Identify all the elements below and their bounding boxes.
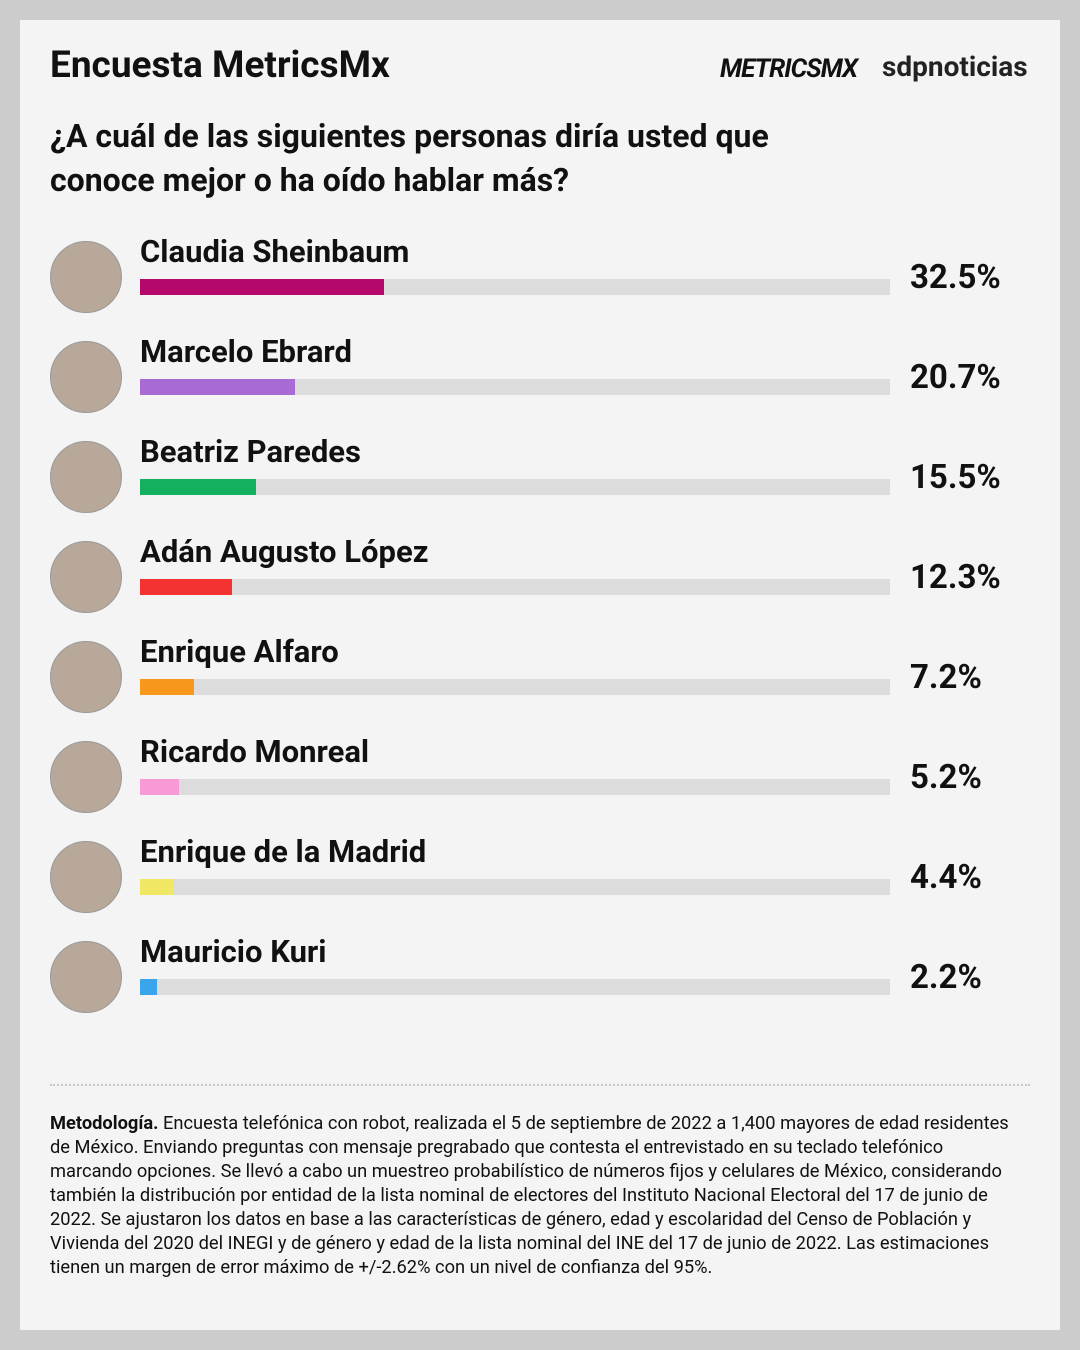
- bar: [140, 979, 157, 995]
- value-label: 2.2%: [910, 958, 982, 997]
- bar: [140, 579, 233, 595]
- avatar: [50, 341, 122, 413]
- avatar: [50, 941, 122, 1013]
- bar-track: [140, 879, 890, 895]
- methodology: Metodología. Encuesta telefónica con rob…: [50, 1112, 1025, 1280]
- subtitle: ¿A cuál de las siguientes personas diría…: [50, 117, 769, 199]
- avatar: [50, 241, 122, 313]
- category-label: Marcelo Ebrard: [140, 333, 352, 370]
- bar-track: [140, 979, 890, 995]
- value-label: 32.5%: [910, 258, 1001, 297]
- card: Encuesta MetricsMx METRICSMX sdpnoticias…: [20, 20, 1060, 1330]
- avatar: [50, 441, 122, 513]
- avatar: [50, 541, 122, 613]
- avatar: [50, 741, 122, 813]
- category-label: Mauricio Kuri: [140, 933, 327, 970]
- avatar: [50, 841, 122, 913]
- bar: [140, 279, 384, 295]
- value-label: 7.2%: [910, 658, 982, 697]
- bar-track: [140, 679, 890, 695]
- bar-track: [140, 379, 890, 395]
- logo: METRICSMX: [720, 54, 858, 84]
- bar-track: [140, 579, 890, 595]
- separator: [50, 1084, 1030, 1086]
- category-label: Ricardo Monreal: [140, 733, 370, 770]
- bar-track: [140, 479, 890, 495]
- note-text: Encuesta telefónica con robot, realizada…: [50, 1113, 1009, 1278]
- value-label: 20.7%: [910, 358, 1001, 397]
- value-label: 4.4%: [910, 858, 982, 897]
- category-label: Enrique Alfaro: [140, 633, 339, 670]
- category-label: Beatriz Paredes: [140, 433, 361, 470]
- category-label: Claudia Sheinbaum: [140, 233, 410, 270]
- value-label: 12.3%: [910, 558, 1001, 597]
- note-label: Metodología.: [50, 1113, 159, 1134]
- bar: [140, 479, 257, 495]
- logo: sdpnoticias: [882, 50, 1028, 83]
- bar: [140, 779, 179, 795]
- value-label: 5.2%: [910, 758, 982, 797]
- bar-track: [140, 779, 890, 795]
- bar: [140, 679, 194, 695]
- category-label: Enrique de la Madrid: [140, 833, 427, 870]
- value-label: 15.5%: [910, 458, 1001, 497]
- bar: [140, 879, 173, 895]
- chart-title: Encuesta MetricsMx: [50, 44, 390, 87]
- bar: [140, 379, 296, 395]
- avatar: [50, 641, 122, 713]
- category-label: Adán Augusto López: [140, 533, 429, 570]
